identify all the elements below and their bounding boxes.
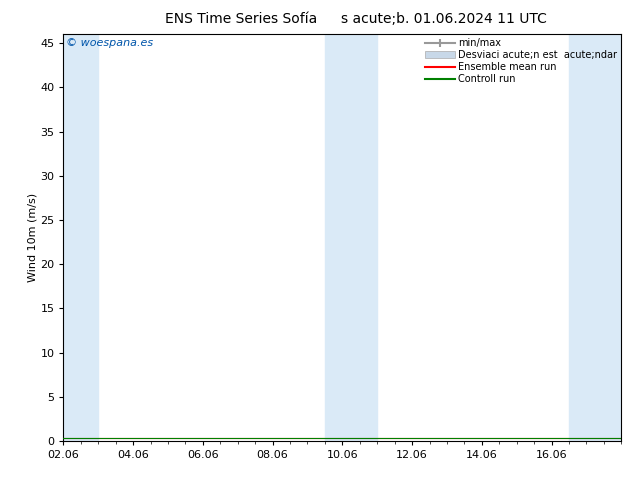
Legend: min/max, Desviaci acute;n est  acute;ndar, Ensemble mean run, Controll run: min/max, Desviaci acute;n est acute;ndar… — [424, 36, 619, 86]
Bar — [569, 34, 621, 441]
Y-axis label: Wind 10m (m/s): Wind 10m (m/s) — [27, 193, 37, 282]
Bar — [325, 34, 377, 441]
Text: © woespana.es: © woespana.es — [66, 38, 153, 49]
Text: ENS Time Series Sofía: ENS Time Series Sofía — [165, 12, 317, 26]
Text: s acute;b. 01.06.2024 11 UTC: s acute;b. 01.06.2024 11 UTC — [341, 12, 547, 26]
Bar — [63, 34, 98, 441]
